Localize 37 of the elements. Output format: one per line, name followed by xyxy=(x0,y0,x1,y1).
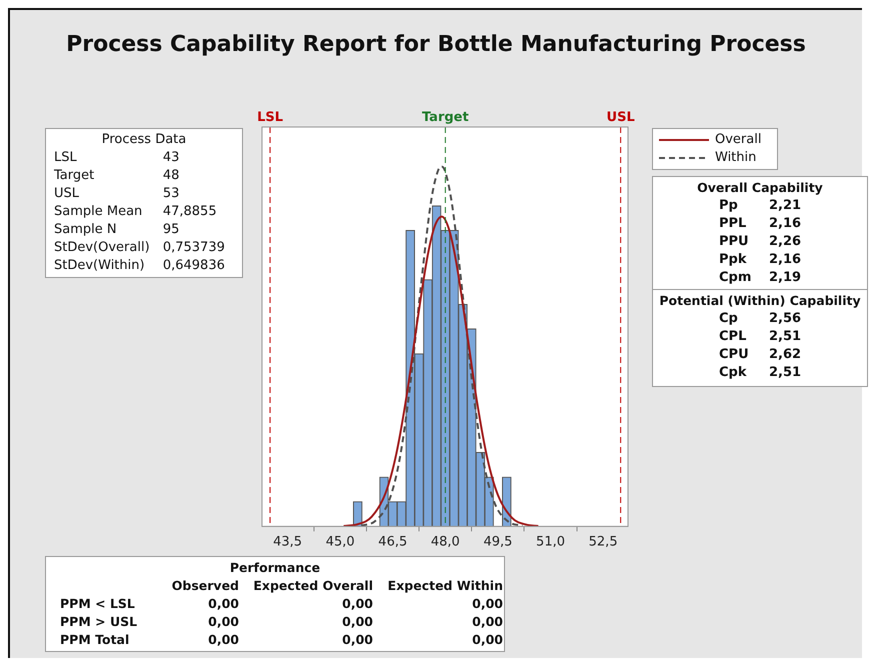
chart-title: Process Capability Report for Bottle Manufacturing Process xyxy=(65,32,807,57)
text: PPM < LSL 0,00 0,00 0,00 xyxy=(60,596,503,611)
x-tick-label: 46,5 xyxy=(378,534,408,550)
text: Cpm 2,19 xyxy=(719,270,802,285)
text: Process Data xyxy=(100,131,188,149)
text: StDev(Overall) 0,753739 xyxy=(54,239,226,257)
x-tick-label: 52,5 xyxy=(588,534,618,550)
ref-line-label: Target xyxy=(422,110,469,125)
text: USL 53 xyxy=(54,186,180,201)
x-tick-label: 48,0 xyxy=(430,534,460,550)
text: Overall Capability xyxy=(696,179,824,197)
text: StDev(Within) 0,649836 xyxy=(54,258,225,273)
legend-label: Overall xyxy=(715,131,762,149)
text: Cp 2,56 xyxy=(719,311,802,326)
text: Potential (Within) Capability xyxy=(658,292,862,310)
legend-label: Within xyxy=(715,149,756,167)
text: Pp 2,21 xyxy=(719,198,802,213)
x-tick-label: 45,0 xyxy=(326,534,355,550)
text: Observed Expected Overall Expected Within xyxy=(170,577,503,595)
text: CPU 2,62 xyxy=(719,347,802,362)
text: Target 48 xyxy=(54,168,180,183)
text: CPL 2,51 xyxy=(719,329,802,344)
text: PPM > USL 0,00 0,00 0,00 xyxy=(60,614,503,629)
text: Sample Mean 47,8855 xyxy=(54,204,217,219)
text: Performance xyxy=(228,559,322,577)
x-tick-label: 49,5 xyxy=(483,534,512,550)
text: PPU 2,26 xyxy=(719,234,802,249)
ref-line-label: USL xyxy=(606,110,635,125)
text: LSL 43 xyxy=(54,150,180,165)
text: Sample N 95 xyxy=(54,222,180,237)
text: Cpk 2,51 xyxy=(719,365,802,380)
x-tick-label: 51,0 xyxy=(536,534,565,550)
text: PPM Total 0,00 0,00 0,00 xyxy=(60,632,503,647)
ref-line-label: LSL xyxy=(257,110,284,125)
x-tick-label: 43,5 xyxy=(273,534,302,550)
text: Ppk 2,16 xyxy=(719,252,802,267)
text: PPL 2,16 xyxy=(719,216,802,231)
